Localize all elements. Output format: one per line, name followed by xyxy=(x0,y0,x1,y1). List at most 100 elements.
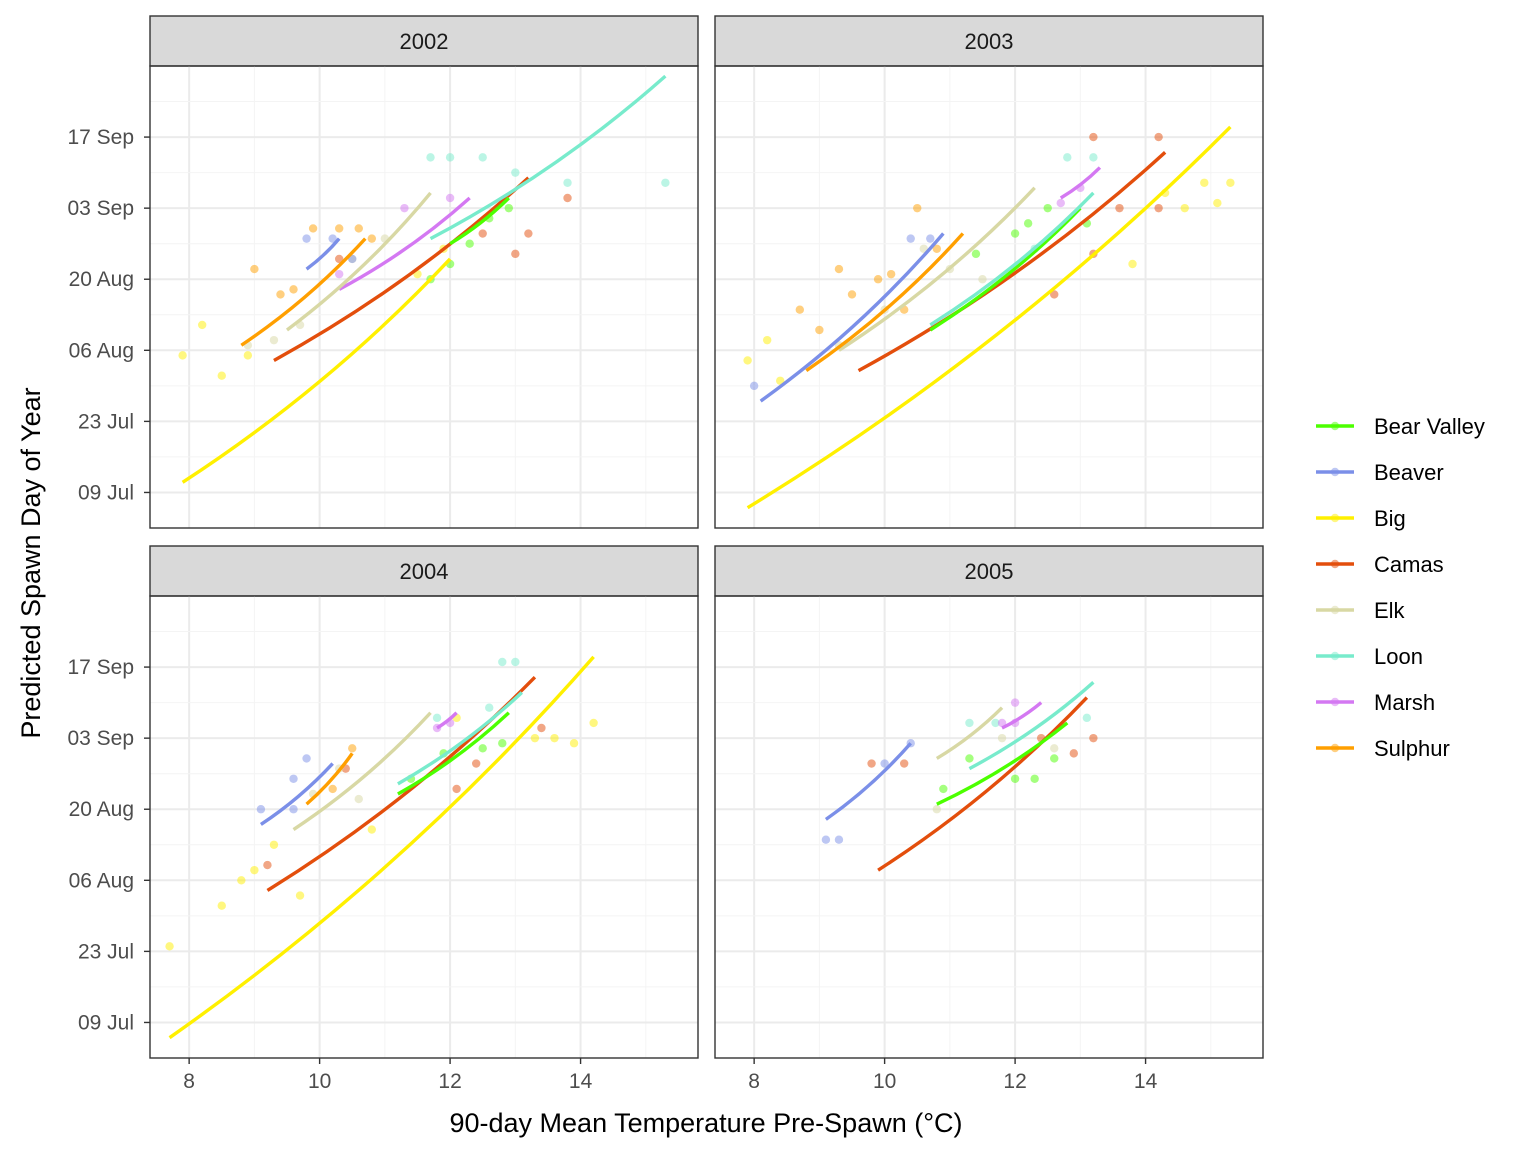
data-point xyxy=(471,759,481,768)
facet-strip xyxy=(149,15,699,67)
data-point xyxy=(269,840,279,849)
data-point xyxy=(197,320,207,330)
fit-line xyxy=(292,711,432,831)
y-tick-label: 23 Jul xyxy=(78,940,134,963)
data-point xyxy=(165,942,174,951)
legend-key-point xyxy=(1330,421,1340,431)
data-point xyxy=(965,718,974,728)
data-point xyxy=(328,234,337,243)
fit-line xyxy=(449,196,511,246)
x-tick-label: 8 xyxy=(183,1070,195,1093)
data-point xyxy=(978,275,987,284)
data-point xyxy=(1050,754,1059,763)
x-tick-label: 8 xyxy=(748,1070,760,1093)
data-point xyxy=(847,290,857,299)
data-point xyxy=(821,835,831,844)
legend-item: Sulphur xyxy=(1316,736,1450,761)
axes: 09 Jul 23 Jul 06 Aug 20 Aug 03 Sep 17 Sep 09 J… xyxy=(67,126,1157,1093)
data-point xyxy=(445,153,455,162)
data-point xyxy=(530,733,540,743)
data-point xyxy=(1010,698,1020,707)
data-point xyxy=(256,805,266,814)
data-point xyxy=(250,264,259,274)
data-point xyxy=(997,733,1007,743)
data-point xyxy=(1010,229,1020,238)
data-point xyxy=(1154,132,1163,142)
gridlines xyxy=(150,65,698,529)
data-point xyxy=(445,193,455,203)
y-axis-title: Predicted Spawn Day of Year xyxy=(16,387,46,738)
data-point xyxy=(354,224,363,233)
data-point xyxy=(504,203,514,213)
fit-line xyxy=(181,257,452,484)
data-point xyxy=(1010,774,1020,783)
legend-label: Marsh xyxy=(1374,690,1435,715)
facet-strip-label: 2005 xyxy=(965,559,1014,584)
data-point xyxy=(1089,132,1098,142)
gridlines xyxy=(715,595,1263,1059)
y-tick-label: 03 Sep xyxy=(67,197,134,220)
y-tick-label: 20 Aug xyxy=(69,798,134,821)
fit-line xyxy=(259,762,334,826)
data-point xyxy=(295,891,305,900)
fit-line xyxy=(305,237,341,271)
fit-line xyxy=(805,232,965,373)
y-tick-label: 17 Sep xyxy=(67,656,134,679)
fit-line xyxy=(929,206,1082,332)
data-point xyxy=(400,203,409,213)
data-point xyxy=(550,733,559,743)
legend-label: Big xyxy=(1374,506,1406,531)
fit-line xyxy=(168,655,595,1040)
fit-lines xyxy=(824,681,1095,872)
fit-line xyxy=(968,681,1095,771)
data-point xyxy=(537,723,546,733)
fit-line xyxy=(397,711,510,796)
data-point xyxy=(217,901,226,910)
y-tick-label: 06 Aug xyxy=(69,869,134,892)
data-point xyxy=(1050,744,1059,753)
data-point xyxy=(873,275,883,284)
data-point xyxy=(524,229,533,238)
fit-line xyxy=(285,191,432,332)
data-point xyxy=(1043,203,1052,213)
data-point xyxy=(263,860,272,870)
fit-line xyxy=(857,151,1167,373)
data-point xyxy=(795,305,805,314)
legend-label: Bear Valley xyxy=(1374,414,1485,439)
data-point xyxy=(465,239,474,248)
panel-border xyxy=(149,65,699,529)
data-point xyxy=(997,718,1007,728)
data-point xyxy=(886,269,896,279)
data-point xyxy=(498,657,507,667)
legend-item: Marsh xyxy=(1316,690,1435,715)
x-tick-label: 12 xyxy=(1003,1070,1026,1093)
data-point xyxy=(478,153,487,162)
data-point xyxy=(1213,198,1222,208)
panel-border xyxy=(714,65,1264,529)
data-point xyxy=(1200,178,1209,187)
fit-lines xyxy=(746,125,1232,510)
legend-item: Bear Valley xyxy=(1316,414,1485,439)
data-point xyxy=(511,249,520,259)
data-point xyxy=(1115,203,1124,213)
data-point xyxy=(498,739,507,748)
data-point xyxy=(1128,259,1137,269)
data-point xyxy=(932,805,942,814)
data-point xyxy=(880,759,889,768)
fit-line xyxy=(759,232,945,403)
data-point xyxy=(511,168,520,177)
fit-line xyxy=(1059,166,1102,200)
data-point xyxy=(1154,203,1163,213)
y-tick-label: 20 Aug xyxy=(69,268,134,291)
y-tick-label: 17 Sep xyxy=(67,126,134,149)
x-tick-label: 14 xyxy=(1134,1070,1158,1093)
facet-strip-label: 2002 xyxy=(400,29,449,54)
x-tick-label: 12 xyxy=(438,1070,461,1093)
panel-2002: 2002 xyxy=(149,15,699,529)
y-tick-label: 09 Jul xyxy=(78,481,134,504)
legend-item: Big xyxy=(1316,506,1406,531)
data-point xyxy=(1063,153,1072,162)
data-point xyxy=(250,865,259,875)
data-point xyxy=(776,376,785,385)
